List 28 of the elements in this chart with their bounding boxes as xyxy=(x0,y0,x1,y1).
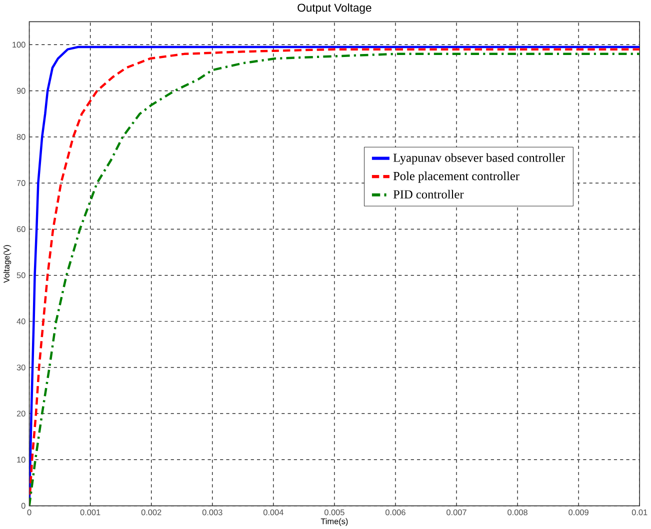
legend-label: Lyapunav obsever based controller xyxy=(393,153,565,164)
y-tick-label: 40 xyxy=(16,318,26,324)
x-tick-label: 0.001 xyxy=(80,509,100,516)
x-tick-label: 0.008 xyxy=(508,509,528,516)
x-tick-label: 0.004 xyxy=(263,509,284,516)
y-tick-label: 50 xyxy=(16,272,26,278)
legend-label: Pole placement controller xyxy=(393,171,520,183)
y-tick-label: 80 xyxy=(16,134,26,140)
x-tick-label: 0.01 xyxy=(632,509,648,516)
x-tick-label: 0.009 xyxy=(568,509,588,516)
y-tick-label: 70 xyxy=(16,180,26,186)
x-axis-title: Time(s) xyxy=(320,518,348,526)
x-tick-label: 0.005 xyxy=(324,509,344,516)
legend-label: PID controller xyxy=(393,190,464,198)
x-tick-label: 0.006 xyxy=(386,509,406,516)
y-tick-label: 60 xyxy=(16,226,26,232)
chart-title: Output Voltage xyxy=(298,3,372,14)
y-tick-label: 0 xyxy=(21,502,26,509)
y-tick-label: 90 xyxy=(16,88,26,94)
y-tick-label: 100 xyxy=(12,42,26,48)
y-axis-title: Voltage(V) xyxy=(3,244,12,283)
y-tick-label: 20 xyxy=(16,410,26,416)
x-tick-label: 0 xyxy=(27,509,32,516)
x-tick-label: 0.003 xyxy=(202,509,222,516)
y-tick-label: 30 xyxy=(16,364,26,370)
y-tick-label: 10 xyxy=(17,456,26,462)
x-tick-label: 0.002 xyxy=(141,509,162,516)
x-tick-label: 0.007 xyxy=(446,509,466,516)
